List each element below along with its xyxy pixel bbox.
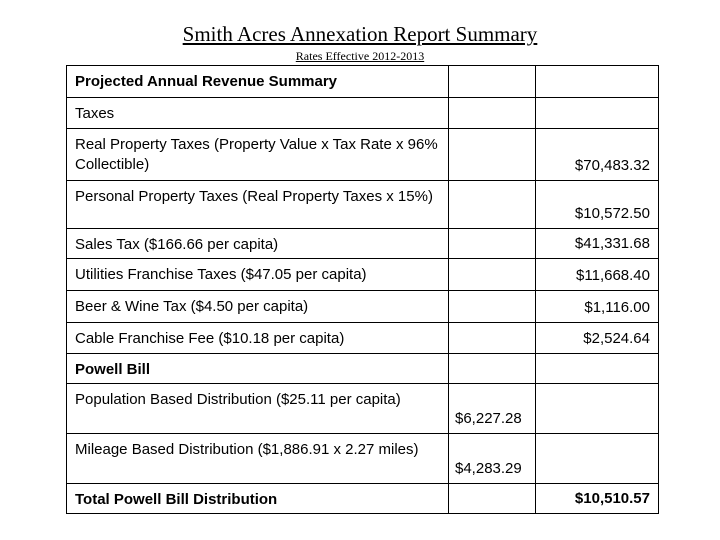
total-amount: $2,524.64 xyxy=(535,322,659,354)
row-label: Mileage Based Distribution ($1,886.91 x … xyxy=(66,433,449,484)
partial-amount xyxy=(448,322,536,354)
total-amount: $41,331.68 xyxy=(535,228,659,259)
table-row: Taxes xyxy=(66,97,659,129)
row-label: Personal Property Taxes (Real Property T… xyxy=(66,180,449,229)
row-label: Projected Annual Revenue Summary xyxy=(66,65,449,98)
table-row: Utilities Franchise Taxes ($47.05 per ca… xyxy=(66,258,659,291)
title: Smith Acres Annexation Report Summary xyxy=(182,22,538,46)
partial-amount xyxy=(448,65,536,98)
total-amount xyxy=(535,433,659,484)
total-amount xyxy=(535,353,659,384)
table-row: Population Based Distribution ($25.11 pe… xyxy=(66,383,659,434)
row-label: Powell Bill xyxy=(66,353,449,384)
total-amount: $1,116.00 xyxy=(535,290,659,323)
partial-amount xyxy=(448,353,536,384)
total-amount: $11,668.40 xyxy=(535,258,659,291)
partial-amount xyxy=(448,128,536,181)
row-label: Cable Franchise Fee ($10.18 per capita) xyxy=(66,322,449,354)
row-label: Beer & Wine Tax ($4.50 per capita) xyxy=(66,290,449,323)
total-amount xyxy=(535,383,659,434)
partial-amount xyxy=(448,180,536,229)
table-row: Real Property Taxes (Property Value x Ta… xyxy=(66,128,659,181)
partial-amount xyxy=(448,258,536,291)
row-label: Real Property Taxes (Property Value x Ta… xyxy=(66,128,449,181)
table-row: Sales Tax ($166.66 per capita) $41,331.68 xyxy=(66,228,659,259)
total-amount: $70,483.32 xyxy=(535,128,659,181)
total-amount: $10,510.57 xyxy=(535,483,659,514)
table-row: Beer & Wine Tax ($4.50 per capita) $1,116… xyxy=(66,290,659,323)
partial-amount xyxy=(448,228,536,259)
row-label: Population Based Distribution ($25.11 pe… xyxy=(66,383,449,434)
partial-amount xyxy=(448,483,536,514)
table-row: Mileage Based Distribution ($1,886.91 x … xyxy=(66,433,659,484)
row-label: Utilities Franchise Taxes ($47.05 per ca… xyxy=(66,258,449,291)
partial-amount xyxy=(448,290,536,323)
table-row: Personal Property Taxes (Real Property T… xyxy=(66,180,659,229)
table-row: Total Powell Bill Distribution $10,510.57 xyxy=(66,483,659,514)
total-amount xyxy=(535,97,659,129)
revenue-table: Projected Annual Revenue Summary Taxes Rea… xyxy=(66,65,659,514)
row-label: Sales Tax ($166.66 per capita) xyxy=(66,228,449,259)
subtitle: Rates Effective 2012-2013 xyxy=(295,49,425,63)
table-row: Powell Bill xyxy=(66,353,659,384)
partial-amount: $4,283.29 xyxy=(448,433,536,484)
partial-amount xyxy=(448,97,536,129)
table-row: Projected Annual Revenue Summary xyxy=(66,65,659,98)
total-amount xyxy=(535,65,659,98)
row-label: Total Powell Bill Distribution xyxy=(66,483,449,514)
table-row: Cable Franchise Fee ($10.18 per capita) $… xyxy=(66,322,659,354)
total-amount: $10,572.50 xyxy=(535,180,659,229)
row-label: Taxes xyxy=(66,97,449,129)
partial-amount: $6,227.28 xyxy=(448,383,536,434)
